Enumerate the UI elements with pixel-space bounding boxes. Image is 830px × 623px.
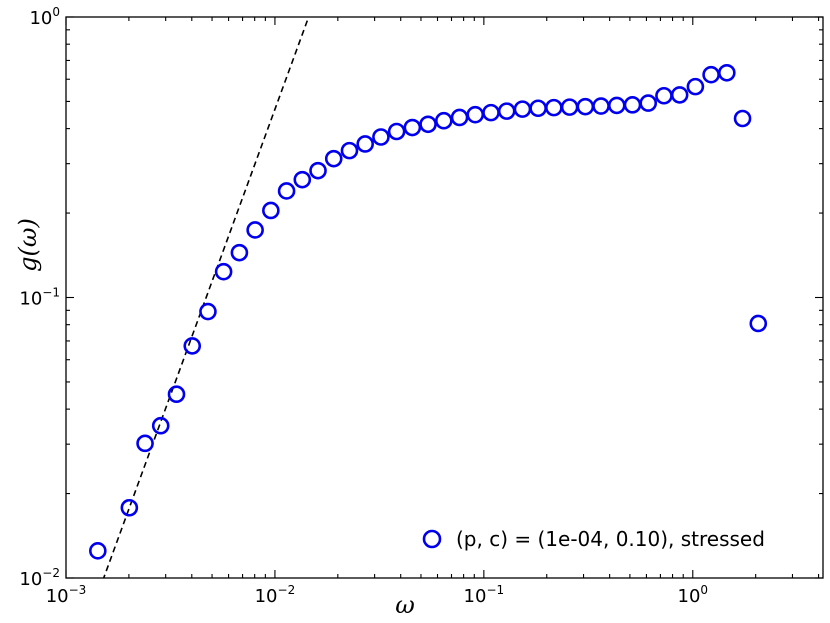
- plot-area: [89, 17, 768, 578]
- data-point: [482, 103, 500, 122]
- data-point: [435, 111, 453, 130]
- data-point: [340, 141, 359, 160]
- data-point: [466, 105, 485, 124]
- data-point: [529, 99, 547, 118]
- data-point: [592, 97, 610, 115]
- data-point: [450, 108, 469, 127]
- data-point: [89, 542, 107, 560]
- data-point: [607, 96, 626, 115]
- data-point: [199, 302, 217, 321]
- data-point: [749, 314, 768, 333]
- y-tick-label: 10−2: [19, 566, 60, 590]
- data-point: [230, 243, 249, 262]
- data-point: [262, 201, 280, 220]
- legend-label: (p, c) = (1e-04, 0.10), stressed: [456, 527, 765, 551]
- data-point: [733, 109, 752, 128]
- data-point: [167, 385, 186, 404]
- data-point: [576, 97, 595, 116]
- data-point: [513, 100, 532, 118]
- data-point: [151, 416, 170, 435]
- data-point: [419, 115, 437, 134]
- data-point: [718, 63, 736, 82]
- data-point: [670, 86, 689, 104]
- x-tick-label: 10−2: [255, 583, 296, 607]
- data-point: [623, 96, 642, 114]
- x-tick-label: 10−3: [46, 583, 87, 607]
- data-point: [293, 170, 312, 189]
- data-point: [655, 86, 673, 105]
- data-point: [120, 498, 139, 517]
- data-point: [545, 98, 563, 117]
- axes-frame: [65, 16, 824, 579]
- legend-marker: [422, 529, 442, 549]
- data-point: [497, 102, 516, 120]
- data-point: [639, 94, 658, 112]
- data-point: [277, 182, 296, 200]
- data-point: [403, 118, 422, 137]
- y-tick-label: 100: [29, 5, 60, 29]
- data-point: [356, 135, 374, 153]
- y-axis-label: g(ω): [14, 218, 42, 272]
- data-point: [372, 128, 390, 146]
- x-tick-label: 100: [678, 583, 709, 607]
- data-point: [702, 65, 720, 84]
- data-point: [387, 122, 406, 141]
- reference-line: [102, 17, 310, 578]
- y-tick-label: 10−1: [19, 286, 60, 310]
- data-point: [136, 434, 154, 453]
- data-point: [214, 262, 233, 281]
- data-point: [686, 77, 705, 96]
- legend: (p, c) = (1e-04, 0.10), stressed: [422, 527, 765, 551]
- data-point: [183, 337, 202, 355]
- x-axis-label: ω: [395, 591, 415, 619]
- data-point: [246, 221, 264, 239]
- x-tick-label: 10−1: [464, 583, 505, 607]
- data-point: [324, 149, 343, 168]
- data-point: [560, 98, 579, 116]
- data-point: [309, 161, 327, 180]
